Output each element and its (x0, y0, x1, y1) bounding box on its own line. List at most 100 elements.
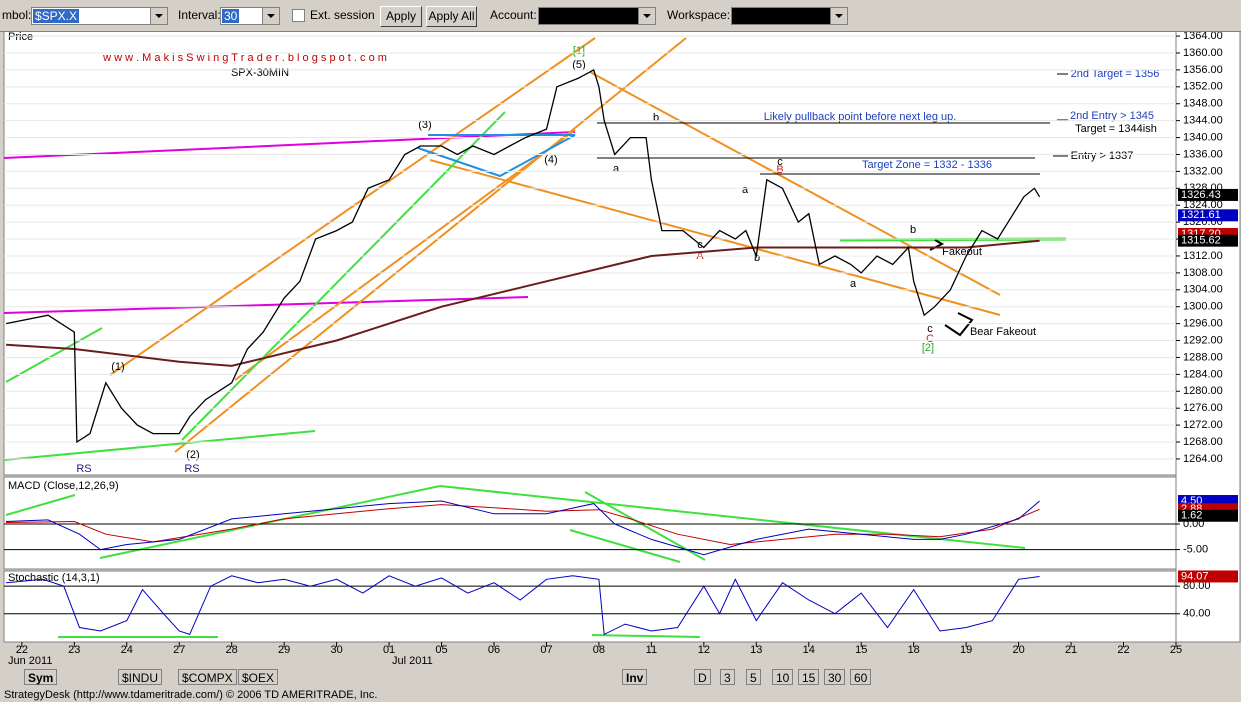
x-tick-label: 25 (1170, 644, 1182, 656)
x-tick-label: 07 (540, 644, 552, 656)
y-tick-label: 1364.00 (1183, 30, 1223, 42)
y-tick-label: 1276.00 (1183, 402, 1223, 414)
y-tick-label: 1336.00 (1183, 148, 1223, 160)
tab[interactable]: 30 (824, 669, 846, 685)
annotation: C (926, 333, 934, 345)
y-tick-label: 1284.00 (1183, 368, 1223, 380)
symbol-select[interactable]: $SPX.X (31, 7, 168, 25)
x-tick-label: 20 (1012, 644, 1024, 656)
annotation: 2nd Target = 1356 (1071, 68, 1160, 80)
tab[interactable]: 15 (798, 669, 820, 685)
month-label: Jul 2011 (392, 655, 433, 667)
y-tick-label: 1280.00 (1183, 385, 1223, 397)
value-flag-label: 1326.43 (1181, 189, 1221, 201)
price-panel (3, 30, 1177, 476)
trend-line (429, 159, 1001, 316)
trend-line (109, 37, 596, 376)
subtitle: SPX-30MIN (231, 67, 289, 79)
value: 30 (222, 9, 240, 23)
x-tick-label: 30 (330, 644, 342, 656)
y-tick-label: 1288.00 (1183, 351, 1223, 363)
button[interactable]: Apply (380, 6, 422, 27)
annotation: (5) (572, 59, 585, 71)
annotation: 2nd Entry > 1345 (1070, 110, 1154, 122)
panel-label: Stochastic (14,3,1) (8, 572, 100, 584)
tab[interactable]: $OEX (238, 669, 279, 685)
button[interactable]: Apply All (426, 6, 477, 27)
y-tick-label: 1344.00 (1183, 115, 1223, 127)
y-tick-label: 1308.00 (1183, 267, 1223, 279)
x-tick-label: 24 (121, 644, 133, 656)
annotation: RS (76, 463, 91, 475)
annotation: b (754, 252, 760, 264)
value-flag (1178, 188, 1238, 201)
value-flag-label: 94.07 (1181, 570, 1209, 582)
trend-line (5, 327, 103, 383)
annotation: Fakeout (942, 246, 982, 258)
tab[interactable]: 3 (720, 669, 735, 685)
x-tick-label: 23 (68, 644, 80, 656)
annotation: [2] (922, 342, 934, 354)
stoch-panel (3, 570, 1177, 643)
trend-line (439, 485, 1026, 549)
x-tick-label: 21 (1065, 644, 1077, 656)
y-tick-label: 1356.00 (1183, 64, 1223, 76)
interval-select[interactable]: 30 (220, 7, 280, 25)
annotation: (2) (186, 449, 199, 461)
annotation: Target = 1344ish (1075, 123, 1157, 135)
label: Ext. session (310, 8, 375, 22)
value-flag (1178, 234, 1238, 247)
tab[interactable]: Inv (622, 669, 648, 685)
series-line (6, 239, 1040, 367)
x-tick-label: 12 (698, 644, 710, 656)
value-flag (1178, 209, 1238, 222)
series-line (6, 575, 1040, 636)
status-bar: StrategyDesk (http://www.tdameritrade.co… (4, 689, 378, 701)
x-tick-label: 05 (435, 644, 447, 656)
toolbar: mbol: $SPX.X Interval: 30 Ext. session A… (0, 0, 1241, 32)
annotation: a (613, 163, 620, 175)
annotation: (3) (418, 119, 431, 131)
x-tick-label: 14 (803, 644, 815, 656)
label: Workspace: (667, 8, 731, 22)
panel-label: Price (8, 31, 33, 43)
tab[interactable]: 5 (746, 669, 761, 685)
checkbox[interactable] (292, 9, 305, 22)
value: $SPX.X (33, 9, 80, 23)
trend-line (584, 491, 706, 561)
tab[interactable]: 10 (772, 669, 794, 685)
annotation: c (927, 323, 933, 335)
annotation: [1] (573, 45, 585, 57)
annotations: (1) (2) (3) (4) (5) [1] a b c A a b c B … (76, 45, 1159, 475)
trend-line (3, 296, 529, 314)
x-tick-label: 27 (173, 644, 185, 656)
month-label: Jun 2011 (8, 655, 52, 667)
series-line (5, 68, 1041, 444)
value-flag (1178, 509, 1238, 522)
trend-line (589, 71, 1001, 296)
tab[interactable]: Sym (24, 669, 58, 685)
y-tick-label: 1312.00 (1183, 250, 1223, 262)
x-tick-label: 15 (855, 644, 867, 656)
x-tick-label: 28 (226, 644, 238, 656)
trend-lines (3, 37, 1068, 638)
tab[interactable]: $INDU (118, 669, 163, 685)
annotation: Target Zone = 1332 - 1336 (862, 159, 992, 171)
account-select[interactable] (538, 7, 656, 25)
watermark: w w w . M a k i s S w i n g T r a d e r … (102, 52, 387, 64)
y-tick-label: 40.00 (1183, 608, 1211, 620)
label: mbol: (2, 8, 32, 22)
tab[interactable]: $COMPX (178, 669, 237, 685)
trend-line (3, 430, 316, 461)
tab[interactable]: 60 (850, 669, 872, 685)
y-tick-label: 1348.00 (1183, 98, 1223, 110)
annotation: b (910, 224, 916, 236)
trend-line (174, 37, 687, 453)
workspace-select[interactable] (731, 7, 848, 25)
y-tick-label: 80.00 (1183, 580, 1211, 592)
x-tick-label: 19 (960, 644, 972, 656)
tab[interactable]: D (694, 669, 711, 685)
x-tick-label: 11 (646, 644, 657, 656)
